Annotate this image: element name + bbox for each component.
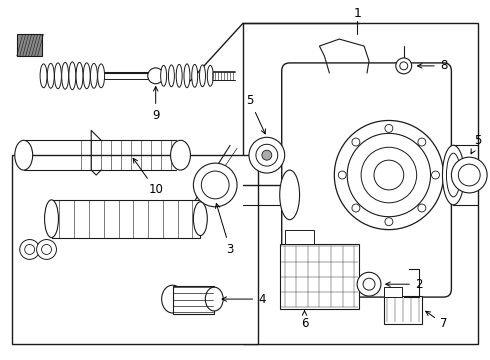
Circle shape xyxy=(432,171,440,179)
Bar xyxy=(384,287,402,297)
Circle shape xyxy=(385,125,393,132)
Ellipse shape xyxy=(207,66,213,86)
Circle shape xyxy=(458,164,480,186)
Text: 2: 2 xyxy=(386,278,422,291)
FancyBboxPatch shape xyxy=(282,63,451,297)
Bar xyxy=(243,23,478,344)
Ellipse shape xyxy=(184,64,190,88)
Bar xyxy=(280,244,359,309)
Ellipse shape xyxy=(442,145,465,205)
Circle shape xyxy=(363,278,375,290)
Ellipse shape xyxy=(98,64,104,88)
Circle shape xyxy=(357,272,381,296)
Text: 5: 5 xyxy=(246,94,266,134)
Ellipse shape xyxy=(169,65,174,87)
Bar xyxy=(172,286,214,314)
Text: 4: 4 xyxy=(222,293,266,306)
Circle shape xyxy=(334,121,443,230)
Circle shape xyxy=(361,147,416,203)
Circle shape xyxy=(347,133,431,217)
Ellipse shape xyxy=(15,140,33,170)
Circle shape xyxy=(385,218,393,226)
Ellipse shape xyxy=(161,66,167,86)
Ellipse shape xyxy=(54,63,61,89)
Circle shape xyxy=(20,239,40,260)
Ellipse shape xyxy=(176,64,182,87)
Text: 1: 1 xyxy=(353,7,361,20)
Circle shape xyxy=(396,58,412,74)
Text: 10: 10 xyxy=(133,158,163,197)
Text: 3: 3 xyxy=(216,203,234,256)
Circle shape xyxy=(418,138,426,146)
Ellipse shape xyxy=(199,65,205,87)
Ellipse shape xyxy=(76,62,83,89)
Ellipse shape xyxy=(83,63,90,89)
Circle shape xyxy=(42,244,51,255)
Bar xyxy=(384,296,421,324)
Bar xyxy=(17,34,42,56)
Text: 8: 8 xyxy=(417,59,447,72)
Ellipse shape xyxy=(62,62,69,89)
Circle shape xyxy=(352,138,360,146)
Circle shape xyxy=(352,204,360,212)
Text: 7: 7 xyxy=(426,311,447,330)
Circle shape xyxy=(262,150,272,160)
Ellipse shape xyxy=(280,170,299,220)
Circle shape xyxy=(37,239,56,260)
Text: 6: 6 xyxy=(301,311,308,330)
Circle shape xyxy=(374,160,404,190)
Ellipse shape xyxy=(194,202,207,235)
Circle shape xyxy=(400,62,408,70)
Circle shape xyxy=(249,137,285,173)
Bar xyxy=(51,200,200,238)
Bar xyxy=(285,230,315,244)
Circle shape xyxy=(194,163,237,207)
Circle shape xyxy=(256,144,278,166)
Circle shape xyxy=(24,244,35,255)
Circle shape xyxy=(338,171,346,179)
Text: 5: 5 xyxy=(471,134,482,154)
Ellipse shape xyxy=(48,63,54,88)
Circle shape xyxy=(148,68,164,84)
Ellipse shape xyxy=(192,64,197,87)
Ellipse shape xyxy=(446,153,460,197)
Text: 9: 9 xyxy=(152,87,159,122)
Circle shape xyxy=(451,157,487,193)
Ellipse shape xyxy=(91,63,98,88)
Ellipse shape xyxy=(45,200,58,238)
Ellipse shape xyxy=(171,140,191,170)
Bar xyxy=(12,155,258,344)
Circle shape xyxy=(201,171,229,199)
Circle shape xyxy=(418,204,426,212)
Ellipse shape xyxy=(40,64,47,88)
Ellipse shape xyxy=(205,287,223,311)
Ellipse shape xyxy=(69,62,76,90)
Ellipse shape xyxy=(162,285,183,313)
